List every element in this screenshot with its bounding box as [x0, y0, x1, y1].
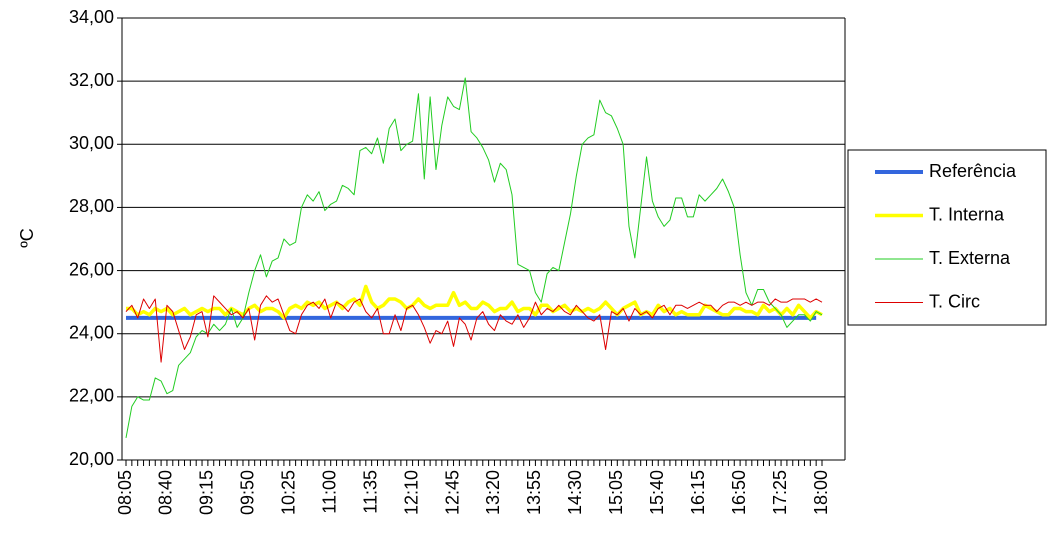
- x-tick-label: 16:15: [688, 470, 708, 515]
- legend-label: T. Circ: [929, 291, 980, 311]
- series-line: [125, 77, 823, 438]
- x-tick-label: 11:00: [319, 470, 339, 514]
- y-tick-label: 24,00: [69, 322, 114, 342]
- x-tick-label: 08:40: [156, 470, 176, 515]
- x-tick-label: 09:15: [197, 470, 217, 515]
- x-tick-label: 15:05: [606, 470, 626, 515]
- y-tick-label: 32,00: [69, 70, 114, 90]
- x-tick-label: 12:10: [401, 470, 421, 515]
- plot-area: [122, 18, 845, 460]
- y-tick-label: 26,00: [69, 259, 114, 279]
- y-tick-label: 34,00: [69, 7, 114, 27]
- series-line: [126, 284, 823, 320]
- y-tick-label: 28,00: [69, 196, 114, 216]
- x-tick-label: 11:35: [360, 470, 380, 514]
- legend-label: T. Interna: [929, 204, 1005, 224]
- y-tick-label: 20,00: [69, 449, 114, 469]
- y-tick-label: 22,00: [69, 386, 114, 406]
- x-tick-label: 08:05: [115, 470, 135, 515]
- y-axis-label: ºC: [17, 228, 37, 248]
- x-tick-label: 13:55: [524, 470, 544, 515]
- legend-box: [847, 149, 1047, 326]
- series-line: [125, 295, 823, 363]
- x-tick-label: 16:50: [729, 470, 749, 515]
- legend-label: T. Externa: [929, 248, 1011, 268]
- y-tick-label: 30,00: [69, 133, 114, 153]
- x-tick-label: 12:45: [442, 470, 462, 515]
- x-tick-label: 18:00: [811, 470, 831, 515]
- x-tick-label: 15:40: [647, 470, 667, 515]
- x-tick-label: 10:25: [279, 470, 299, 515]
- x-tick-label: 09:50: [238, 470, 258, 515]
- x-tick-label: 14:30: [565, 470, 585, 515]
- x-tick-label: 13:20: [483, 470, 503, 515]
- legend-label: Referência: [929, 161, 1017, 181]
- x-tick-label: 17:25: [770, 470, 790, 515]
